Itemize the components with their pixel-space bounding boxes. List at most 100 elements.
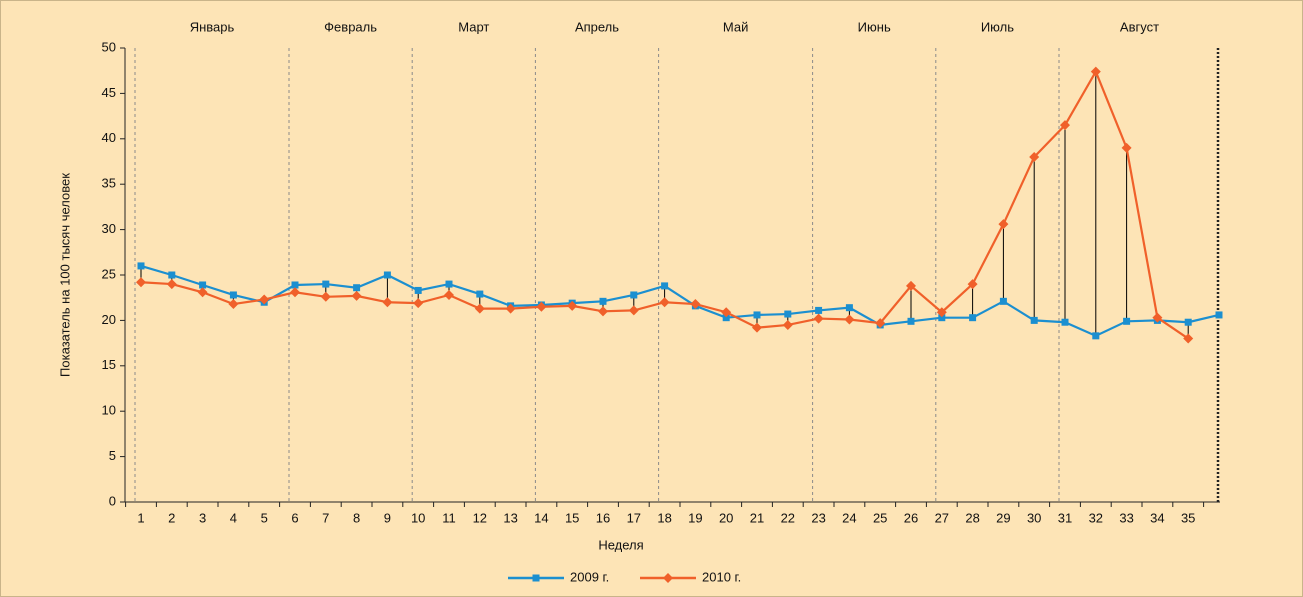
point <box>1152 312 1163 323</box>
point <box>752 322 762 333</box>
x-tick-label: 25 <box>873 510 887 525</box>
x-tick-label: 6 <box>291 510 298 525</box>
y-tick-label: 5 <box>109 448 116 463</box>
x-tick-label: 20 <box>719 510 733 525</box>
point <box>228 299 239 310</box>
point <box>136 277 146 288</box>
point <box>690 299 701 310</box>
y-tick-label: 0 <box>109 493 116 508</box>
point <box>351 290 362 301</box>
x-tick-label: 23 <box>811 510 825 525</box>
point <box>782 319 793 330</box>
point <box>382 297 393 308</box>
point <box>599 297 607 305</box>
point <box>1184 318 1192 326</box>
point <box>1183 333 1194 344</box>
month-label: Февраль <box>324 19 377 34</box>
point <box>815 306 823 314</box>
x-tick-label: 32 <box>1089 510 1103 525</box>
x-tick-label: 18 <box>657 510 671 525</box>
point <box>721 307 732 318</box>
point <box>998 219 1009 230</box>
x-tick-label: 26 <box>904 510 918 525</box>
y-tick-label: 20 <box>102 312 116 327</box>
legend-label: 2009 г. <box>570 569 609 584</box>
month-label: Июнь <box>858 19 891 34</box>
point <box>445 280 453 288</box>
point <box>322 280 330 288</box>
x-tick-label: 28 <box>965 510 979 525</box>
month-label: Март <box>458 19 489 34</box>
point <box>1123 317 1131 325</box>
point <box>661 282 669 290</box>
point <box>722 314 730 322</box>
point <box>229 291 237 299</box>
month-label: Июль <box>981 19 1014 34</box>
point <box>938 314 946 322</box>
point <box>291 281 299 289</box>
y-tick-label: 50 <box>102 39 116 54</box>
y-tick-label: 15 <box>102 357 116 372</box>
point <box>1061 318 1069 326</box>
x-tick-label: 12 <box>473 510 487 525</box>
point <box>628 305 639 316</box>
x-tick-label: 16 <box>596 510 610 525</box>
x-tick-label: 10 <box>411 510 425 525</box>
month-label: Январь <box>190 19 235 34</box>
point <box>1090 66 1101 77</box>
x-tick-label: 11 <box>442 510 456 525</box>
point <box>290 287 300 298</box>
x-tick-label: 1 <box>137 510 144 525</box>
x-tick-label: 27 <box>935 510 949 525</box>
y-tick-label: 35 <box>102 176 116 191</box>
x-tick-label: 30 <box>1027 510 1041 525</box>
point <box>505 303 516 314</box>
x-tick-label: 19 <box>688 510 702 525</box>
point <box>1029 151 1040 162</box>
x-tick-label: 9 <box>384 510 391 525</box>
point <box>1121 142 1132 153</box>
month-label: Август <box>1120 19 1159 34</box>
y-tick-label: 10 <box>102 403 116 418</box>
point <box>567 300 578 311</box>
point <box>199 281 207 289</box>
point <box>1092 332 1100 340</box>
point <box>414 286 422 294</box>
point <box>845 304 853 312</box>
point <box>659 297 670 308</box>
point <box>532 574 540 582</box>
x-tick-label: 3 <box>199 510 206 525</box>
point <box>906 280 916 291</box>
y-tick-label: 45 <box>102 85 116 100</box>
x-tick-label: 15 <box>565 510 579 525</box>
y-tick-label: 40 <box>102 130 116 145</box>
x-tick-label: 8 <box>353 510 360 525</box>
x-tick-label: 34 <box>1150 510 1164 525</box>
x-tick-label: 2 <box>168 510 175 525</box>
x-tick-label: 24 <box>842 510 856 525</box>
point <box>474 303 485 314</box>
point <box>663 573 673 583</box>
point <box>413 298 424 309</box>
point <box>353 284 361 292</box>
point <box>1060 120 1070 131</box>
x-tick-label: 33 <box>1119 510 1133 525</box>
month-label: Апрель <box>575 19 619 34</box>
x-tick-label: 22 <box>781 510 795 525</box>
point <box>875 318 886 329</box>
month-label: Май <box>723 19 748 34</box>
x-tick-label: 17 <box>627 510 641 525</box>
x-tick-label: 14 <box>534 510 548 525</box>
x-tick-label: 35 <box>1181 510 1195 525</box>
x-tick-label: 31 <box>1058 510 1072 525</box>
y-tick-label: 25 <box>102 266 116 281</box>
x-tick-label: 7 <box>322 510 329 525</box>
point <box>320 291 331 302</box>
x-axis-label: Неделя <box>598 537 643 552</box>
x-tick-label: 29 <box>996 510 1010 525</box>
point <box>168 271 176 279</box>
point <box>999 297 1007 305</box>
point <box>259 294 270 305</box>
